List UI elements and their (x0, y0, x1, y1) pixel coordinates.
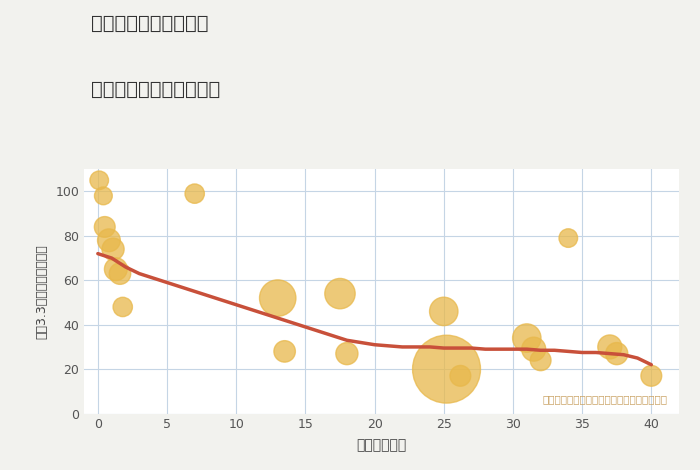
Ellipse shape (606, 343, 628, 365)
Ellipse shape (260, 280, 296, 316)
Ellipse shape (90, 171, 108, 189)
Y-axis label: 坪（3.3㎡）単価（万円）: 坪（3.3㎡）単価（万円） (35, 244, 48, 339)
Ellipse shape (94, 217, 115, 237)
Text: 築年数別中古戸建て価格: 築年数別中古戸建て価格 (91, 80, 220, 99)
Ellipse shape (430, 297, 458, 326)
Ellipse shape (113, 298, 132, 317)
Ellipse shape (274, 341, 295, 362)
Ellipse shape (522, 337, 546, 361)
Ellipse shape (102, 238, 124, 260)
Ellipse shape (512, 324, 541, 352)
Ellipse shape (325, 278, 355, 309)
Ellipse shape (185, 184, 204, 204)
Ellipse shape (97, 229, 120, 251)
Ellipse shape (104, 258, 127, 281)
Ellipse shape (641, 366, 662, 386)
Ellipse shape (412, 335, 480, 403)
X-axis label: 築年数（年）: 築年数（年） (356, 439, 407, 453)
Ellipse shape (94, 187, 112, 205)
Ellipse shape (109, 263, 131, 284)
Ellipse shape (598, 335, 622, 359)
Text: 埼玉県熊谷市八ツ口の: 埼玉県熊谷市八ツ口の (91, 14, 209, 33)
Ellipse shape (450, 366, 471, 386)
Ellipse shape (559, 229, 578, 247)
Ellipse shape (530, 350, 551, 371)
Ellipse shape (336, 343, 358, 365)
Text: 円の大きさは、取引のあった物件面積を示す: 円の大きさは、取引のあった物件面積を示す (542, 394, 667, 404)
